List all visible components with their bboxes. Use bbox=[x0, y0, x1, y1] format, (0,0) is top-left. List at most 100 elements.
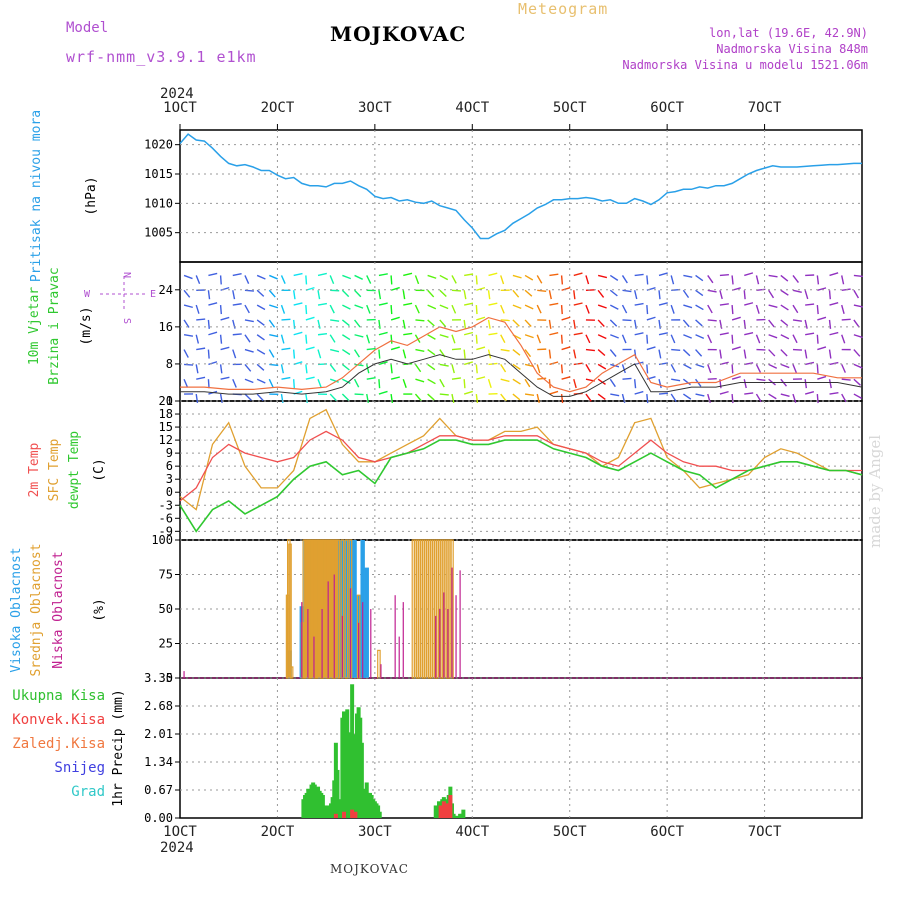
wind-arrow bbox=[317, 272, 327, 277]
wind-arrow bbox=[536, 364, 541, 374]
wind-arrow bbox=[184, 363, 194, 366]
wind-arrow bbox=[232, 272, 242, 277]
wind-arrow bbox=[427, 349, 436, 356]
wind-arrow bbox=[744, 332, 754, 336]
precip-convective-bar bbox=[438, 805, 443, 818]
precip-convective-bar bbox=[353, 811, 358, 818]
wind-arrow bbox=[366, 334, 371, 344]
wind-arrow bbox=[829, 331, 839, 336]
wind-arrow bbox=[475, 393, 479, 404]
wind-arrow bbox=[183, 319, 190, 328]
precip-legend-item: Ukupna Kisa bbox=[12, 688, 105, 704]
wind-arrow bbox=[219, 305, 223, 315]
wind-arrow bbox=[792, 304, 799, 314]
wind-arrow bbox=[585, 348, 595, 352]
wind-arrow bbox=[670, 393, 677, 402]
wind-arrow bbox=[683, 363, 692, 370]
wind-arrow bbox=[305, 334, 308, 344]
wind-arrow bbox=[573, 272, 583, 277]
wind-arrow bbox=[805, 361, 815, 366]
precip-legend-item: Grad bbox=[71, 784, 105, 800]
wind-arrow bbox=[390, 393, 394, 404]
y-tick-label: 1.34 bbox=[144, 755, 173, 769]
mid-cloud-bar bbox=[289, 666, 294, 679]
wind-arrow bbox=[658, 290, 661, 300]
wind-arrow bbox=[330, 348, 340, 353]
y-tick-label: 1020 bbox=[144, 138, 173, 152]
wind-arrow bbox=[500, 393, 507, 402]
y-tick-label: 9 bbox=[166, 446, 173, 460]
wind-arrow bbox=[378, 319, 381, 329]
wind-arrow bbox=[475, 364, 478, 374]
wind-arrow bbox=[548, 349, 552, 359]
wind-arrow bbox=[573, 319, 576, 329]
wind-arrow bbox=[744, 302, 754, 306]
wind-arrow bbox=[378, 349, 381, 359]
wind-arrow bbox=[268, 349, 275, 358]
wind-arrow bbox=[439, 319, 447, 328]
wind-arrow bbox=[597, 289, 605, 298]
wind-arrow bbox=[317, 333, 328, 336]
ylabel-temp2m: 2m Temp bbox=[27, 442, 42, 497]
precip-convective-bar bbox=[441, 801, 446, 818]
wind-arrow bbox=[719, 390, 729, 395]
wind-arrow bbox=[244, 363, 252, 372]
wind-arrow bbox=[439, 289, 447, 297]
wind-arrow bbox=[609, 349, 617, 357]
wind-arrow bbox=[256, 334, 265, 341]
wind-arrow bbox=[548, 290, 552, 300]
station-title: MOJKOVAC bbox=[330, 22, 467, 46]
wind-arrow bbox=[829, 301, 839, 306]
wind-arrow bbox=[682, 349, 691, 357]
wind-arrow bbox=[183, 274, 193, 280]
wind-arrow bbox=[560, 275, 564, 285]
wind-arrow bbox=[451, 289, 462, 292]
y-tick-label: 100 bbox=[151, 533, 173, 547]
wind-arrow bbox=[280, 364, 285, 374]
wind-arrow bbox=[378, 273, 388, 277]
wind-arrow bbox=[403, 302, 413, 306]
wind-arrow bbox=[488, 302, 498, 306]
wind-arrow bbox=[427, 378, 436, 385]
wind-arrow bbox=[634, 390, 644, 395]
wind-arrow bbox=[805, 332, 815, 336]
wind-arrow bbox=[183, 349, 189, 358]
wind-arrow bbox=[682, 319, 690, 328]
wind-arrow bbox=[658, 379, 662, 389]
wind-arrow bbox=[219, 393, 223, 404]
precip-legend-item: Konvek.Kisa bbox=[12, 712, 105, 728]
wind-arrow bbox=[512, 289, 520, 298]
wind-arrow bbox=[427, 274, 437, 279]
precip-total-bar bbox=[461, 809, 466, 818]
wind-arrow bbox=[390, 316, 400, 321]
wind-arrow bbox=[439, 393, 449, 396]
wind-arrow bbox=[232, 333, 242, 336]
wind-arrow bbox=[853, 289, 860, 299]
wind-arrow bbox=[183, 304, 193, 309]
ylabel-wind-unit: (m/s) bbox=[79, 306, 94, 345]
wind-arrow bbox=[683, 304, 693, 309]
wind-arrow bbox=[549, 273, 559, 277]
wind-arrow bbox=[743, 349, 747, 359]
y-tick-label: 75 bbox=[159, 568, 173, 582]
ylabel-wind-1: 10m Vjetar bbox=[27, 287, 42, 365]
wind-arrow bbox=[646, 316, 656, 321]
wind-arrow bbox=[646, 364, 649, 374]
wind-arrow bbox=[354, 334, 364, 338]
wind-arrow bbox=[390, 346, 400, 351]
compass-w: W bbox=[84, 289, 91, 300]
wind-arrow bbox=[208, 361, 218, 366]
wind-arrow bbox=[366, 377, 376, 380]
wind-arrow bbox=[670, 304, 675, 314]
wind-arrow bbox=[220, 316, 230, 321]
wind-arrow bbox=[633, 319, 637, 329]
ylabel-low-cloud: Niska Oblacnost bbox=[51, 551, 66, 668]
wind-arrow bbox=[268, 378, 274, 388]
wind-arrow bbox=[524, 289, 533, 297]
wind-arrow bbox=[390, 364, 393, 374]
wind-arrow bbox=[512, 363, 521, 370]
time-tick-bottom: 4OCT bbox=[455, 824, 489, 840]
wind-arrow bbox=[731, 334, 734, 344]
y-tick-label: 24 bbox=[159, 283, 173, 297]
wind-arrow bbox=[476, 376, 486, 380]
